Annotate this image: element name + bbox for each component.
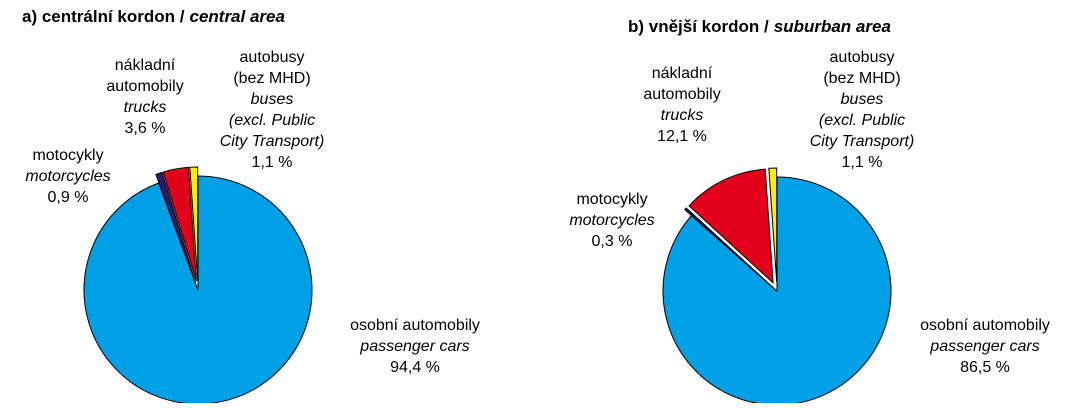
title-text-en: central area bbox=[189, 7, 284, 26]
label-line: osobní automobily bbox=[920, 317, 1050, 334]
label-line: nákladní bbox=[115, 57, 176, 74]
slice-label: motocykly motorcycles 0,9 % bbox=[25, 147, 110, 206]
label-line: motocykly bbox=[576, 191, 647, 208]
label-line-en: trucks bbox=[661, 107, 704, 124]
pie-slice bbox=[684, 207, 771, 286]
label-line: autobusy bbox=[240, 49, 305, 66]
pie-slice bbox=[155, 171, 196, 282]
slice-label: osobní automobily passenger cars 86,5 % bbox=[920, 317, 1050, 376]
label-line-en: trucks bbox=[124, 99, 167, 116]
pie-slice bbox=[688, 168, 774, 285]
label-line-en: buses bbox=[841, 91, 884, 108]
slice-label: motocykly motorcycles 0,3 % bbox=[569, 191, 654, 250]
label-line-en: City Transport) bbox=[220, 133, 325, 150]
label-line: (bez MHD) bbox=[823, 70, 900, 87]
slice-label: nákladní automobily trucks 12,1 % bbox=[643, 65, 720, 145]
chart-title: a) centrální kordon / central area bbox=[22, 7, 285, 26]
pie-slice bbox=[162, 166, 197, 282]
label-line: (bez MHD) bbox=[233, 70, 310, 87]
value-label: 1,1 % bbox=[842, 154, 883, 171]
chart-title: b) vnější kordon / suburban area bbox=[628, 17, 891, 36]
pie-slice bbox=[768, 167, 778, 283]
title-text: a) centrální kordon / bbox=[22, 7, 185, 26]
label-line: nákladní bbox=[652, 65, 713, 82]
label-line-en: City Transport) bbox=[810, 133, 915, 150]
label-line-en: motorcycles bbox=[25, 168, 110, 185]
label-line-en: passenger cars bbox=[929, 338, 1039, 355]
label-line: automobily bbox=[643, 86, 720, 103]
label-line: motocykly bbox=[32, 147, 103, 164]
label-line-en: (excl. Public bbox=[819, 112, 905, 129]
title-text: b) vnější kordon / bbox=[628, 17, 769, 36]
pie-slice bbox=[189, 166, 199, 282]
label-line-en: passenger cars bbox=[359, 338, 469, 355]
value-label: 1,1 % bbox=[252, 154, 293, 171]
value-label: 12,1 % bbox=[657, 128, 707, 145]
pie-slice bbox=[83, 175, 313, 405]
label-line-en: motorcycles bbox=[569, 212, 654, 229]
label-line-en: (excl. Public bbox=[229, 112, 315, 129]
value-label: 3,6 % bbox=[125, 120, 166, 137]
label-line: autobusy bbox=[830, 49, 895, 66]
value-label: 86,5 % bbox=[960, 359, 1010, 376]
slice-label: autobusy (bez MHD) buses (excl. Public City … bbox=[810, 49, 915, 171]
value-label: 94,4 % bbox=[390, 359, 440, 376]
pie-slice bbox=[662, 176, 892, 406]
slice-label: osobní automobily passenger cars 94,4 % bbox=[350, 317, 480, 376]
label-line: osobní automobily bbox=[350, 317, 480, 334]
value-label: 0,3 % bbox=[592, 233, 633, 250]
title-text-en: suburban area bbox=[774, 17, 891, 36]
slice-label: autobusy (bez MHD) buses (excl. Public City … bbox=[220, 49, 325, 171]
value-label: 0,9 % bbox=[48, 189, 89, 206]
slice-label: nákladní automobily trucks 3,6 % bbox=[106, 57, 183, 137]
label-line: automobily bbox=[106, 78, 183, 95]
label-line-en: buses bbox=[251, 91, 294, 108]
